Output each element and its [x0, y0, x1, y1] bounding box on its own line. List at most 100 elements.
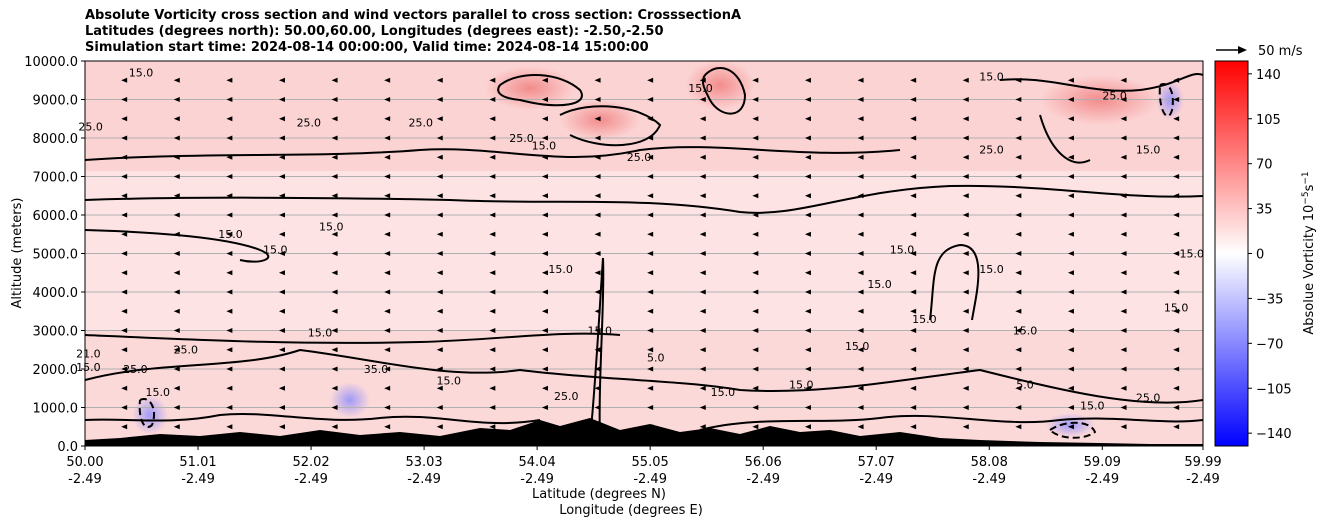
x-tick-label-lon: -2.49 [746, 472, 780, 487]
wind-vector-arrow [857, 289, 864, 295]
wind-vector-arrow [1120, 385, 1127, 391]
contour-label: 15.0 [688, 82, 713, 95]
wind-vector-arrow [594, 366, 601, 372]
wind-vector-arrow [1120, 154, 1127, 160]
contour-line [85, 412, 541, 425]
wind-vector-arrow [699, 135, 706, 141]
wind-vector-arrow [1067, 77, 1074, 83]
wind-vector-arrow [910, 270, 917, 276]
wind-vector-arrow [647, 231, 654, 237]
wind-vector-arrow [436, 231, 443, 237]
wind-vector-arrow [384, 347, 391, 353]
wind-vector-arrow [489, 212, 496, 218]
chart-title: Absolute Vorticity cross section and win… [85, 8, 741, 56]
colorbar-tick-label: 70 [1256, 158, 1273, 173]
wind-vector-arrow [962, 251, 969, 256]
wind-vector-arrow [857, 116, 864, 122]
wind-vector-arrow [1120, 251, 1127, 256]
wind-vector-arrow [173, 212, 180, 218]
wind-vector-arrow [857, 366, 864, 372]
wind-vector-arrow [1067, 116, 1074, 122]
wind-vector-arrow [1120, 174, 1127, 179]
x-tick-label-lon: -2.49 [633, 472, 667, 487]
x-tick-label-lat: 58.08 [971, 455, 1008, 470]
wind-vector-arrow [121, 405, 128, 410]
wind-vector-arrow [647, 251, 654, 256]
wind-vector-arrow [857, 251, 864, 256]
wind-vector-arrow [699, 97, 706, 102]
wind-vector-arrow [541, 193, 548, 199]
wind-vector-arrow [384, 328, 391, 333]
wind-vector-arrow [699, 174, 706, 179]
wind-vector-arrow [1173, 251, 1180, 256]
wind-vector-arrow [857, 424, 864, 430]
wind-vector-arrow [1067, 385, 1074, 391]
wind-vector-arrow [331, 174, 338, 179]
wind-vector-arrow [541, 366, 548, 372]
contour-line [1049, 421, 1097, 439]
wind-vector-arrow [173, 193, 180, 199]
contour-label: 25.0 [554, 390, 579, 403]
wind-vector-arrow [226, 347, 233, 353]
contour-label: 15.0 [1080, 399, 1105, 412]
wind-vector-arrow [173, 424, 180, 430]
wind-vector-arrow [857, 77, 864, 83]
wind-vector-arrow [173, 366, 180, 372]
colorbar-tick-label: −35 [1256, 292, 1283, 307]
wind-vector-arrow [121, 347, 128, 353]
wind-vector-arrow [857, 328, 864, 333]
y-tick-label: 10000.0 [24, 55, 78, 70]
contour-label: 15.0 [979, 263, 1004, 276]
wind-vector-arrow [1173, 135, 1180, 141]
wind-vector-arrow [331, 212, 338, 218]
contour-line [929, 243, 980, 321]
wind-vector-arrow [436, 270, 443, 276]
wind-vector-arrow [962, 308, 969, 314]
wind-vector-arrow [804, 251, 811, 256]
contour-line [85, 348, 1203, 404]
wind-vector-arrow [121, 174, 128, 179]
wind-vector-arrow [1173, 347, 1180, 353]
wind-vector-arrow [226, 270, 233, 276]
wind-vector-arrow [384, 424, 391, 430]
wind-vector-arrow [857, 308, 864, 314]
wind-vector-arrow [647, 193, 654, 199]
wind-vector-arrow [541, 308, 548, 314]
wind-vector-arrow [1120, 212, 1127, 218]
wind-vector-arrow [699, 193, 706, 199]
wind-vector-arrow [384, 212, 391, 218]
wind-vector-arrow [1015, 251, 1022, 256]
wind-vector-arrow [541, 289, 548, 295]
wind-vector-arrow [173, 405, 180, 410]
wind-vector-arrow [331, 366, 338, 372]
wind-vector-arrow [1067, 270, 1074, 276]
wind-vector-arrow [804, 135, 811, 141]
contour-label: 15.0 [218, 228, 243, 241]
wind-vector-arrow [436, 347, 443, 353]
wind-vector-arrow [489, 366, 496, 372]
contour-line [559, 105, 662, 147]
wind-vector-arrow [1120, 135, 1127, 141]
wind-vector-arrow [857, 97, 864, 102]
contour-line [85, 146, 901, 161]
wind-vector-arrow [121, 251, 128, 256]
x-tick-label-lon: -2.49 [1186, 472, 1220, 487]
wind-vector-arrow [910, 347, 917, 353]
wind-vector-arrow [910, 366, 917, 372]
y-tick-label: 6000.0 [33, 209, 79, 224]
wind-vector-arrow [1015, 116, 1022, 122]
wind-vector-arrow [752, 405, 759, 410]
wind-vector-arrow [962, 328, 969, 333]
colorbar-tick-label: 140 [1256, 68, 1281, 83]
wind-vector-arrow [1173, 154, 1180, 160]
wind-vector-arrow [857, 405, 864, 410]
contour-label: 35.0 [364, 363, 389, 376]
wind-vector-arrow [384, 77, 391, 83]
wind-vector-arrow [1120, 97, 1127, 102]
wind-vector-arrow [1067, 289, 1074, 295]
wind-vector-arrow [752, 174, 759, 179]
wind-vector-arrow [1015, 174, 1022, 179]
wind-vector-arrow [699, 347, 706, 353]
wind-vector-arrow [1015, 424, 1022, 430]
